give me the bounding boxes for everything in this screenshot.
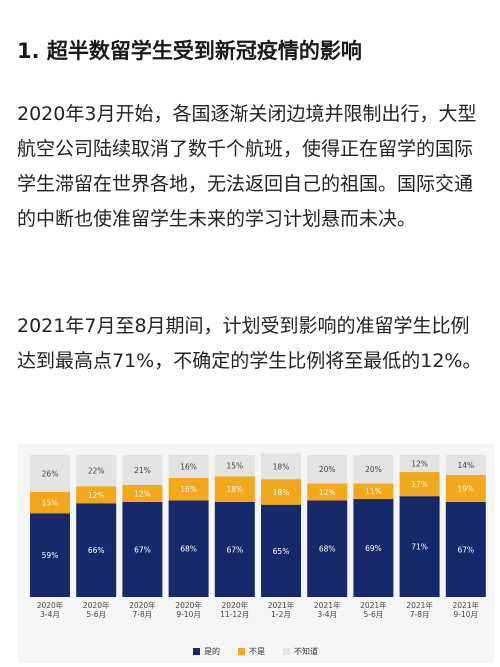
bar-segment-no	[76, 486, 117, 504]
x-tick-label: 7-8月	[133, 610, 153, 619]
legend-item-unknown: 不知道	[283, 646, 318, 657]
x-tick-label: 2021年	[314, 600, 341, 610]
bar-segment-no	[168, 477, 209, 501]
data-label-unknown: 20%	[319, 465, 336, 474]
x-tick-label: 2020年	[222, 600, 249, 610]
data-label-unknown: 20%	[365, 465, 382, 474]
bar-segment-no	[261, 479, 301, 505]
data-label-no: 16%	[180, 485, 197, 494]
bar-segment-yes	[122, 501, 163, 597]
legend-swatch-yes	[193, 647, 200, 655]
stacked-bar-chart: 59% 15% 26% 2020年 3-4月 66% 12% 22% 2020年 5-6月 67% 1…	[18, 444, 494, 663]
bar-segment-unknown	[76, 455, 117, 487]
data-label-yes: 68%	[180, 545, 197, 554]
x-tick-label: 2021年	[360, 600, 387, 610]
data-label-unknown: 16%	[180, 462, 197, 471]
bar-segment-no	[307, 483, 348, 501]
x-tick-label: 2021年	[268, 600, 295, 610]
bar-segment-yes	[307, 500, 348, 597]
x-tick-label: 5-6月	[86, 610, 106, 619]
data-label-no: 12%	[319, 488, 336, 497]
data-label-unknown: 22%	[88, 467, 105, 476]
x-tick-label: 9-10月	[176, 610, 201, 619]
data-label-no: 15%	[42, 499, 59, 508]
data-label-no: 17%	[411, 480, 428, 489]
bar-segment-yes	[168, 500, 209, 597]
bar-segment-no	[353, 483, 394, 500]
data-label-yes: 68%	[319, 545, 336, 554]
data-label-unknown: 14%	[457, 461, 474, 470]
bar-segment-yes	[353, 499, 394, 597]
data-label-yes: 69%	[365, 544, 382, 553]
x-tick-label: 2020年	[83, 600, 110, 610]
x-tick-label: 2020年	[175, 600, 202, 610]
x-tick-label: 2021年	[406, 600, 433, 610]
x-tick-label: 5-6月	[364, 610, 384, 619]
data-label-yes: 67%	[134, 545, 151, 554]
data-label-yes: 67%	[457, 545, 474, 554]
bar-segment-unknown	[261, 453, 301, 480]
data-label-no: 18%	[273, 488, 290, 497]
bar-segment-no	[214, 476, 255, 502]
data-label-unknown: 15%	[226, 462, 243, 471]
bar-segment-no	[445, 474, 486, 502]
bar-segment-yes	[30, 513, 70, 597]
chart-legend: 是的 不是 不知道	[193, 644, 318, 658]
data-label-unknown: 21%	[134, 466, 151, 475]
data-label-yes: 71%	[411, 543, 428, 552]
chart-plot: 59%15%26%2020年3-4月66%12%22%2020年5-6月67%1…	[30, 453, 486, 619]
article-paragraph-1: 2020年3月开始，各国逐渐关闭边境并限制出行，大型航空公司陆续取消了数千个航班…	[17, 103, 477, 230]
x-tick-label: 11-12月	[220, 610, 249, 619]
x-tick-label: 2020年	[37, 600, 64, 610]
bar-segment-unknown	[30, 455, 70, 492]
data-label-no: 12%	[88, 491, 105, 500]
legend-item-no: 不是	[238, 646, 265, 657]
bar-segment-no	[399, 472, 440, 497]
data-label-unknown: 18%	[273, 462, 290, 471]
data-label-no: 18%	[226, 485, 243, 494]
data-label-no: 12%	[134, 489, 151, 498]
data-label-yes: 66%	[88, 546, 105, 555]
x-tick-label: 9-10月	[454, 610, 479, 619]
article-paragraph-2: 2021年7月至8月期间，计划受到影响的准留学生比例达到最高点71%，不确定的学…	[17, 315, 482, 372]
data-label-yes: 65%	[273, 547, 290, 556]
bar-segment-yes	[445, 501, 486, 597]
x-tick-label: 3-4月	[40, 610, 60, 619]
x-tick-label: 2020年	[129, 600, 156, 610]
legend-item-yes: 是的	[193, 646, 220, 657]
bar-segment-yes	[261, 504, 301, 597]
legend-swatch-unknown	[283, 647, 290, 655]
bar-segment-no	[122, 484, 163, 502]
data-label-no: 11%	[365, 487, 382, 496]
article-heading: 1. 超半数留学生受到新冠疫情的影响	[17, 39, 362, 63]
x-tick-label: 2021年	[453, 600, 480, 610]
bar-segment-unknown	[168, 455, 209, 478]
legend-label-no: 不是	[249, 646, 265, 656]
bar-segment-unknown	[307, 455, 348, 484]
bar-segment-yes	[214, 501, 255, 597]
bar-segment-unknown	[122, 455, 163, 485]
x-tick-label: 1-2月	[271, 610, 291, 619]
bar-segment-yes	[76, 503, 117, 597]
legend-swatch-no	[238, 647, 245, 655]
data-label-yes: 59%	[42, 551, 59, 560]
data-label-no: 19%	[457, 484, 474, 493]
bar-segment-unknown	[445, 455, 486, 475]
legend-label-yes: 是的	[204, 646, 220, 656]
bar-segment-unknown	[399, 455, 440, 473]
data-label-yes: 67%	[226, 545, 243, 554]
bar-segment-no	[30, 491, 70, 514]
bar-segment-yes	[399, 496, 440, 597]
data-label-unknown: 26%	[42, 469, 59, 478]
bar-segment-unknown	[214, 455, 255, 477]
data-label-unknown: 12%	[411, 460, 428, 469]
x-tick-label: 3-4月	[317, 610, 337, 619]
bar-segment-unknown	[353, 455, 394, 484]
legend-label-unknown: 不知道	[294, 646, 318, 656]
x-tick-label: 7-8月	[410, 610, 430, 619]
